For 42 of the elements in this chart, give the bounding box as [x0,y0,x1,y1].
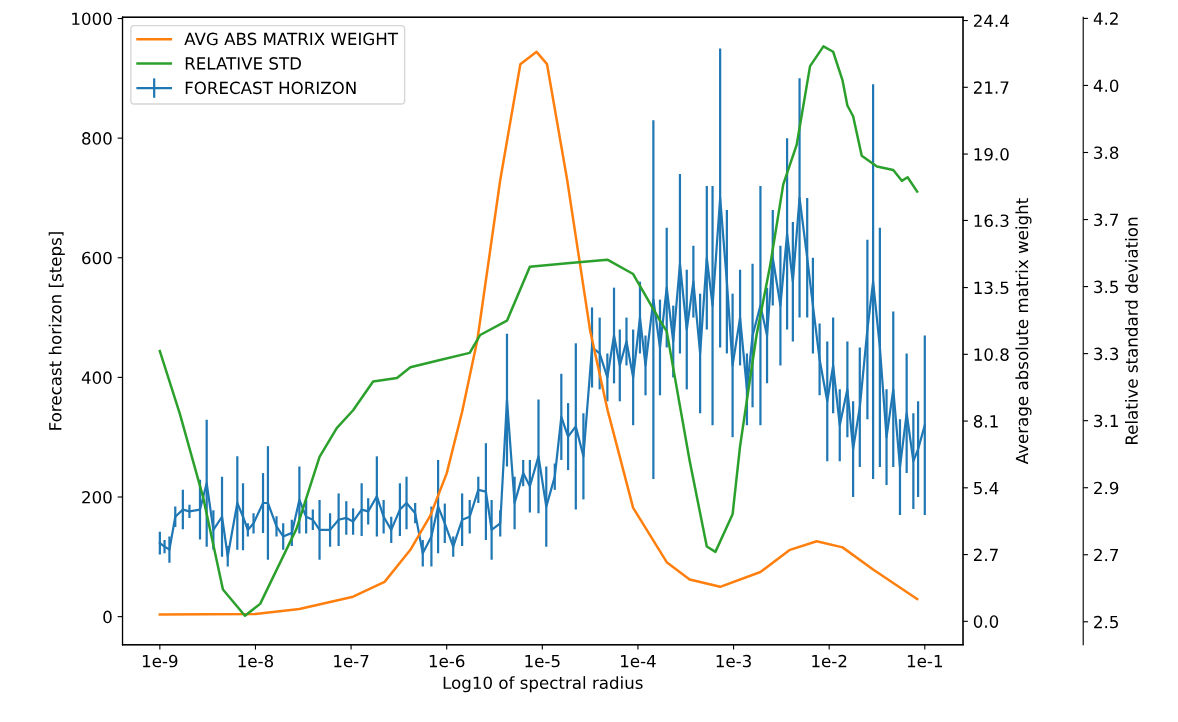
y-tick-label: 400 [81,371,112,384]
y2-tick-label: 16.3 [974,214,1009,228]
y-tick-label: 800 [82,132,112,145]
legend-label: FORECAST HORIZON [185,81,356,95]
y3-tick-label: 2.9 [1094,481,1119,495]
y2-tick-label: 19.0 [974,148,1009,161]
x-axis-title: Log10 of spectral radius [443,676,643,693]
y3-tick-label: 3.8 [1094,146,1119,160]
y3-tick-label: 3.5 [1094,280,1118,294]
y2-tick-label: 10.8 [974,348,1009,361]
y3-tick-label: 3.3 [1094,347,1119,361]
y-tick-label: 600 [82,251,112,265]
y3-axis-title: Relative standard deviation [1124,217,1138,444]
y2-tick-label: 2.7 [973,548,998,561]
y2-tick-label: 5.4 [974,481,999,495]
y2-axis-title: Average absolute matrix weight [1015,198,1032,465]
y2-tick-label: 13.5 [974,281,1009,295]
y2-tick-label: 0.0 [973,615,999,628]
x-tick-label: 1e-6 [429,654,465,668]
y3-tick-label: 3.7 [1094,213,1119,227]
y2-tick-label: 21.7 [973,81,1009,94]
y-tick-label: 200 [82,490,112,504]
x-tick-label: 1e-1 [907,654,942,668]
x-tick-label: 1e-8 [238,654,274,668]
y2-tick-label: 8.1 [973,415,998,428]
y3-tick-label: 3.1 [1094,414,1118,428]
y3-tick-label: 2.5 [1094,615,1118,629]
x-tick-label: 1e-5 [525,654,560,668]
y-tick-label: 1000 [72,12,112,26]
legend-label: RELATIVE STD [185,57,301,70]
y-tick-label: 0 [103,610,112,624]
x-tick-label: 1e-9 [142,654,178,668]
y3-tick-label: 2.7 [1094,548,1119,562]
x-tick-label: 1e-7 [334,654,369,668]
y3-tick-label: 4.0 [1093,79,1119,93]
legend-label: AVG ABS MATRIX WEIGHT [184,32,399,46]
y-axis-title: Forecast horizon [steps] [48,232,65,430]
y2-tick-label: 24.4 [973,14,1009,27]
x-tick-label: 1e-3 [716,654,751,668]
x-tick-label: 1e-2 [812,654,847,668]
x-tick-label: 1e-4 [621,654,656,668]
y3-tick-label: 4.2 [1093,12,1118,25]
